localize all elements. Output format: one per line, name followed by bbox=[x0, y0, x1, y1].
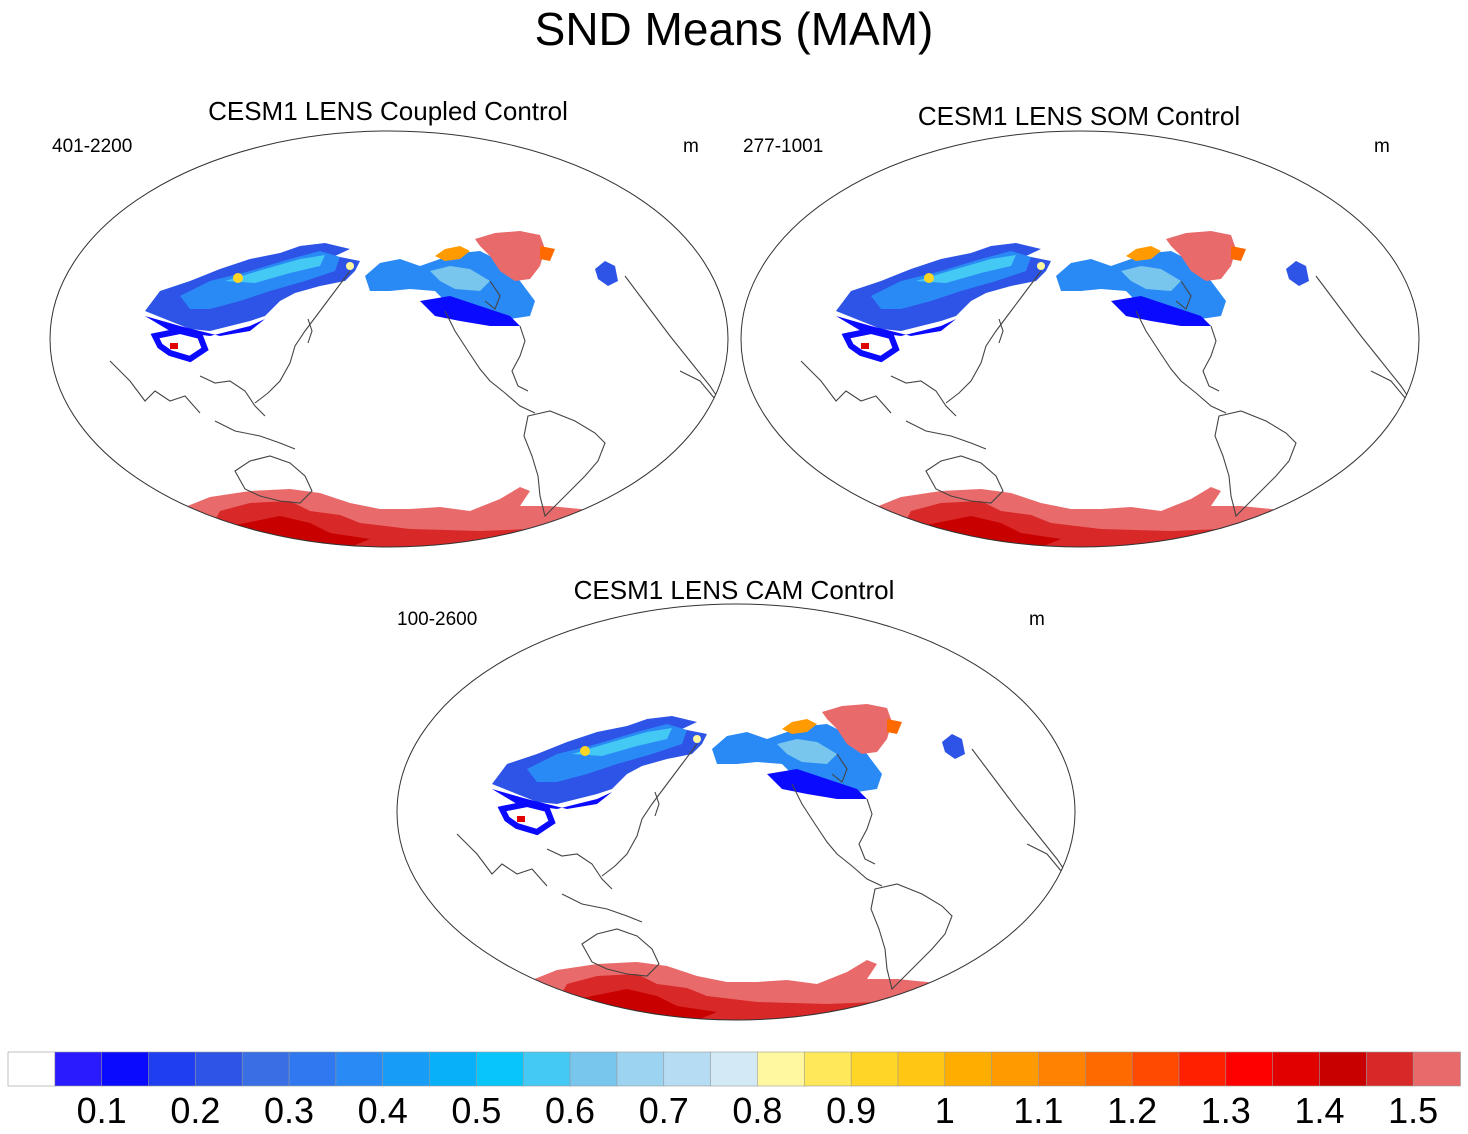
colorbar-box bbox=[1366, 1051, 1414, 1087]
panel-1-years: 401-2200 bbox=[52, 136, 133, 157]
panel-2-units: m bbox=[1374, 136, 1390, 157]
colorbar-box bbox=[663, 1051, 712, 1087]
colorbar-tick-label: 0.7 bbox=[638, 1090, 689, 1131]
colorbar-box bbox=[616, 1051, 665, 1087]
colorbar-box bbox=[803, 1051, 852, 1087]
colorbar-box bbox=[101, 1051, 150, 1087]
colorbar-box bbox=[944, 1051, 993, 1087]
colorbar-tick-label: 1 bbox=[934, 1090, 955, 1131]
colorbar-box bbox=[1272, 1051, 1321, 1087]
colorbar-tick-label: 1.3 bbox=[1200, 1090, 1251, 1131]
colorbar-box bbox=[335, 1051, 384, 1087]
colorbar-box bbox=[148, 1051, 197, 1087]
colorbar-box bbox=[991, 1051, 1040, 1087]
panel-1-map bbox=[49, 130, 729, 548]
figure-title: SND Means (MAM) bbox=[534, 3, 934, 55]
panel-1-title: CESM1 LENS Coupled Control bbox=[208, 96, 568, 126]
colorbar-box bbox=[1225, 1051, 1274, 1087]
colorbar-box bbox=[1084, 1051, 1133, 1087]
panel-3-years: 100-2600 bbox=[397, 609, 478, 630]
panel-3-map bbox=[396, 603, 1076, 1021]
colorbar-tick-label: 0.5 bbox=[451, 1090, 502, 1131]
colorbar-tick-label: 0.2 bbox=[170, 1090, 221, 1131]
colorbar-tick-label: 1.5 bbox=[1388, 1090, 1439, 1131]
colorbar-box bbox=[476, 1051, 525, 1087]
colorbar-tick-label: 1.2 bbox=[1107, 1090, 1158, 1131]
colorbar-tick-label: 0.4 bbox=[357, 1090, 408, 1131]
colorbar-box bbox=[241, 1051, 290, 1087]
colorbar-box bbox=[288, 1051, 337, 1087]
colorbar-tick-label: 0.8 bbox=[732, 1090, 783, 1131]
colorbar-box bbox=[1319, 1051, 1368, 1087]
colorbar-box bbox=[897, 1051, 946, 1087]
colorbar-box bbox=[522, 1051, 571, 1087]
colorbar-box bbox=[54, 1051, 103, 1087]
panel-3-title: CESM1 LENS CAM Control bbox=[573, 575, 895, 605]
panel-2-title: CESM1 LENS SOM Control bbox=[917, 101, 1241, 131]
colorbar-box bbox=[757, 1051, 806, 1087]
colorbar-box bbox=[382, 1051, 431, 1087]
colorbar-box bbox=[1178, 1051, 1227, 1087]
panel-2-years: 277-1001 bbox=[743, 136, 824, 157]
colorbar-box bbox=[710, 1051, 759, 1087]
panel-2-map bbox=[740, 130, 1420, 548]
colorbar-box bbox=[7, 1051, 56, 1087]
colorbar-tick-label: 1.4 bbox=[1294, 1090, 1345, 1131]
colorbar-box bbox=[1038, 1051, 1087, 1087]
colorbar-tick-label: 0.3 bbox=[264, 1090, 315, 1131]
panel-1-units: m bbox=[683, 136, 699, 157]
colorbar-box bbox=[195, 1051, 243, 1087]
colorbar-tick-label: 1.1 bbox=[1013, 1090, 1064, 1131]
colorbar-tick-label: 0.9 bbox=[826, 1090, 877, 1131]
panel-3-units: m bbox=[1029, 609, 1045, 630]
colorbar bbox=[7, 1051, 1461, 1087]
colorbar-box bbox=[1131, 1051, 1180, 1087]
colorbar-tick-label: 0.6 bbox=[545, 1090, 596, 1131]
colorbar-box bbox=[569, 1051, 618, 1087]
colorbar-tick-label: 0.1 bbox=[76, 1090, 127, 1131]
colorbar-box bbox=[429, 1051, 478, 1087]
colorbar-box bbox=[850, 1051, 899, 1087]
colorbar-box bbox=[1412, 1051, 1461, 1087]
